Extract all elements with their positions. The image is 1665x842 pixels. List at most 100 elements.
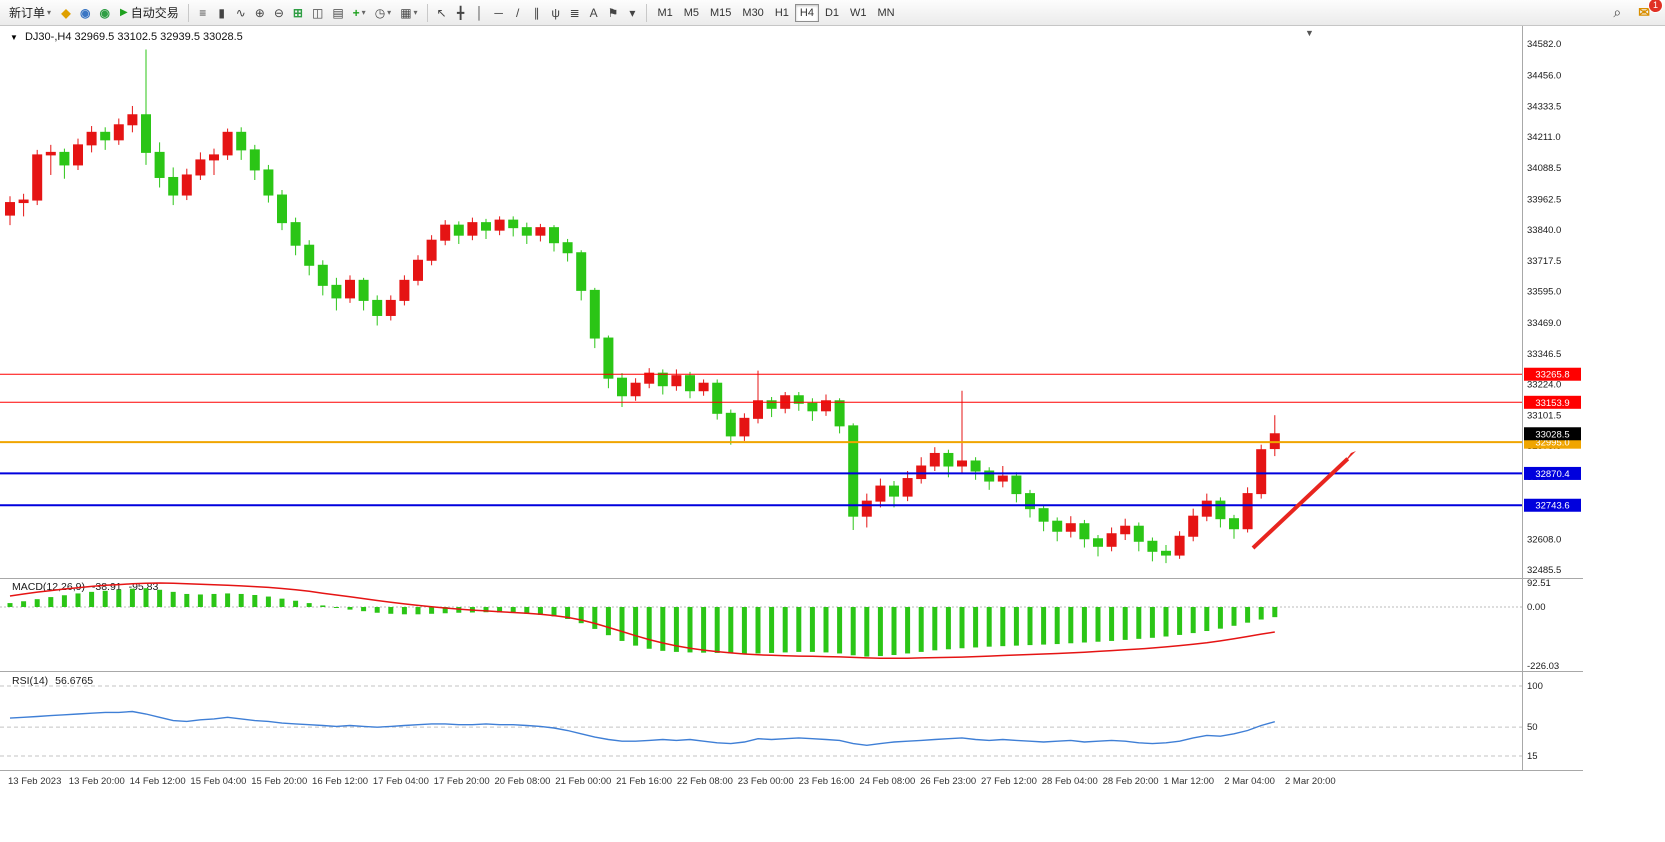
svg-text:2 Mar 20:00: 2 Mar 20:00 [1285, 776, 1336, 787]
period-clock-icon[interactable]: ◷ ▾ [371, 3, 396, 23]
svg-text:33346.5: 33346.5 [1527, 349, 1561, 360]
svg-text:33840.0: 33840.0 [1527, 225, 1561, 236]
add-indicator-icon[interactable]: + ▾ [349, 3, 370, 23]
svg-text:32995.0: 32995.0 [1535, 438, 1569, 449]
hline-price-tag: 32743.6 [1524, 498, 1581, 512]
pitchfork-icon[interactable]: ψ [547, 3, 565, 23]
svg-text:34088.5: 34088.5 [1527, 163, 1561, 174]
svg-text:33224.0: 33224.0 [1527, 380, 1561, 391]
ohlc-high: 33102.5 [117, 31, 158, 43]
hline-price-tag: 33153.9 [1524, 395, 1581, 409]
navigator-icon[interactable]: ◫ [308, 3, 327, 23]
text-icon[interactable]: A [585, 3, 603, 23]
help-icon[interactable]: ◉ [96, 3, 114, 23]
bars-chart-icon[interactable]: ≡ [194, 3, 212, 23]
timeframe-w1[interactable]: W1 [845, 4, 872, 22]
ohlc-close: 33028.5 [203, 31, 243, 43]
draw-tools-group: ↖ ╋ │ ─ / ∥ ψ ≣ A ⚑ ▾ [433, 3, 642, 23]
new-order-button[interactable]: 新订单 ▾ [5, 3, 55, 23]
svg-text:-226.03: -226.03 [1527, 661, 1559, 672]
timeframe-mn[interactable]: MN [873, 4, 900, 22]
svg-text:33962.5: 33962.5 [1527, 194, 1561, 205]
svg-text:33265.8: 33265.8 [1535, 370, 1569, 381]
svg-text:15: 15 [1527, 751, 1538, 762]
market-icon[interactable]: ◆ [57, 3, 75, 23]
vertical-line-icon[interactable]: │ [471, 3, 489, 23]
svg-text:33717.5: 33717.5 [1527, 256, 1561, 267]
svg-text:33153.9: 33153.9 [1535, 398, 1569, 409]
horizontal-line-icon[interactable]: ─ [490, 3, 508, 23]
rsi-line [9, 710, 1275, 747]
macd-value: -38.91 [91, 581, 122, 593]
svg-text:22 Feb 08:00: 22 Feb 08:00 [677, 776, 733, 787]
crosshair-icon[interactable]: ╋ [452, 3, 470, 23]
candlesticks [5, 49, 1280, 564]
timeframe-h1[interactable]: H1 [770, 4, 794, 22]
svg-text:34211.0: 34211.0 [1527, 132, 1561, 143]
timeframe-m5[interactable]: M5 [679, 4, 704, 22]
macd-name: MACD(12,26,9) [12, 581, 85, 593]
line-chart-icon[interactable]: ∿ [232, 3, 250, 23]
notification-area[interactable]: ✉ 1 [1634, 0, 1663, 23]
svg-text:92.51: 92.51 [1527, 578, 1551, 589]
svg-text:16 Feb 12:00: 16 Feb 12:00 [312, 776, 368, 787]
hline-price-tag: 32870.4 [1524, 466, 1581, 480]
svg-text:32485.5: 32485.5 [1527, 565, 1561, 576]
right-icons-group: ⌕ [1608, 3, 1626, 23]
community-icon[interactable]: ◉ [76, 3, 94, 23]
symbol-period-label: DJ30-,H4 [24, 31, 72, 43]
tile-windows-icon[interactable]: ⊞ [289, 3, 307, 23]
toolbar-separator [426, 3, 428, 22]
trendline-icon[interactable]: / [509, 3, 527, 23]
chevron-down-icon: ▾ [47, 8, 52, 17]
ohlc-low: 32939.5 [160, 31, 200, 43]
timeframe-m1[interactable]: M1 [652, 4, 677, 22]
hline-price-tag: 33265.8 [1524, 367, 1581, 381]
label-icon[interactable]: ⚑ [604, 3, 623, 23]
chevron-down-icon: ▾ [387, 8, 392, 17]
top-toolbar: 新订单 ▾ ◆ ◉ ◉ ▶ 自动交易 ≡ ▮ ∿ ⊕ ⊖ ⊞ ◫ ▤ + ▾ ◷ ▾ ▦ ▾ ↖ ╋ │ ─ / ∥ ψ ≣… [0, 0, 1665, 26]
timeframe-h4[interactable]: H4 [794, 3, 819, 22]
template-icon[interactable]: ▦ ▾ [396, 3, 421, 23]
candlestick-chart-icon[interactable]: ▮ [213, 3, 231, 23]
rsi-indicator-label: RSI(14) 56.6765 [12, 675, 97, 687]
trend-arrow-annotation[interactable] [1251, 451, 1356, 550]
fibonacci-icon[interactable]: ≣ [566, 3, 584, 23]
zoom-out-icon[interactable]: ⊖ [270, 3, 288, 23]
auto-trading-button[interactable]: ▶ 自动交易 [116, 3, 183, 23]
svg-text:24 Feb 08:00: 24 Feb 08:00 [859, 776, 915, 787]
price-axis[interactable]: 34582.0 34456.0 34333.5 34211.0 34088.5 33962… [1527, 39, 1561, 576]
svg-text:32608.0: 32608.0 [1527, 534, 1561, 545]
timeframe-d1[interactable]: D1 [820, 4, 844, 22]
shapes-icon[interactable]: ▾ [623, 3, 641, 23]
svg-text:34582.0: 34582.0 [1527, 39, 1561, 50]
timeframe-m15[interactable]: M15 [705, 4, 736, 22]
chart-shift-marker[interactable]: ▼ [1305, 28, 1314, 38]
channel-icon[interactable]: ∥ [528, 3, 546, 23]
toolbar-separator [646, 3, 648, 22]
svg-text:33101.5: 33101.5 [1527, 410, 1561, 421]
cursor-icon[interactable]: ↖ [433, 3, 451, 23]
current-price-tag: 33028.5 [1524, 427, 1581, 441]
svg-text:0.00: 0.00 [1527, 602, 1546, 613]
new-order-label: 新订单 [9, 6, 46, 20]
collapse-triangle-icon[interactable]: ▼ [10, 33, 18, 42]
svg-text:15 Feb 04:00: 15 Feb 04:00 [190, 776, 246, 787]
svg-text:17 Feb 20:00: 17 Feb 20:00 [434, 776, 490, 787]
search-icon[interactable]: ⌕ [1608, 3, 1626, 23]
macd-signal-line [9, 582, 1275, 659]
svg-text:14 Feb 12:00: 14 Feb 12:00 [130, 776, 186, 787]
svg-text:32870.4: 32870.4 [1535, 469, 1569, 480]
timeframe-buttons-group: M1 M5 M15 M30 H1 H4 D1 W1 MN [652, 3, 900, 22]
svg-text:23 Feb 00:00: 23 Feb 00:00 [738, 776, 794, 787]
data-window-icon[interactable]: ▤ [328, 3, 347, 23]
svg-text:13 Feb 2023: 13 Feb 2023 [8, 776, 61, 787]
timeframe-m30[interactable]: M30 [737, 4, 768, 22]
play-icon: ▶ [120, 7, 128, 18]
svg-text:20 Feb 08:00: 20 Feb 08:00 [494, 776, 550, 787]
zoom-in-icon[interactable]: ⊕ [251, 3, 269, 23]
chevron-down-icon: ▾ [413, 8, 418, 17]
time-axis[interactable]: 13 Feb 2023 13 Feb 20:00 14 Feb 12:00 15 Fe… [8, 776, 1336, 787]
chat-icon[interactable]: ✉ [1634, 3, 1654, 23]
